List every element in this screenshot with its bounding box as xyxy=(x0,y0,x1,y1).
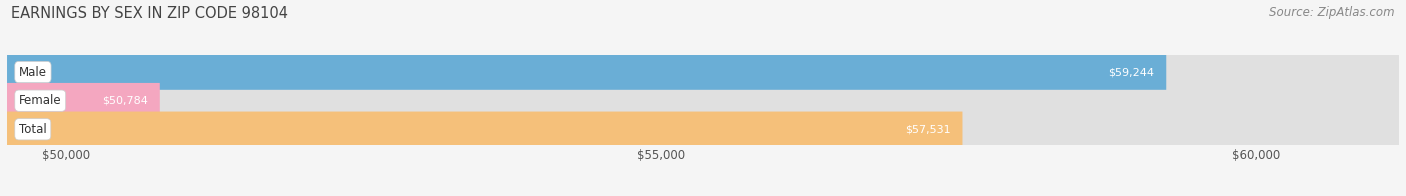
FancyBboxPatch shape xyxy=(7,112,1399,147)
Text: $59,244: $59,244 xyxy=(1108,67,1154,77)
FancyBboxPatch shape xyxy=(7,112,963,147)
Text: EARNINGS BY SEX IN ZIP CODE 98104: EARNINGS BY SEX IN ZIP CODE 98104 xyxy=(11,6,288,21)
Text: Source: ZipAtlas.com: Source: ZipAtlas.com xyxy=(1270,6,1395,19)
FancyBboxPatch shape xyxy=(7,83,160,118)
FancyBboxPatch shape xyxy=(7,83,1399,118)
Text: $57,531: $57,531 xyxy=(905,124,950,134)
Text: Male: Male xyxy=(18,65,46,79)
Text: Female: Female xyxy=(18,94,62,107)
FancyBboxPatch shape xyxy=(7,54,1166,90)
FancyBboxPatch shape xyxy=(7,54,1399,90)
Text: $50,784: $50,784 xyxy=(103,96,148,106)
Text: Total: Total xyxy=(18,123,46,136)
